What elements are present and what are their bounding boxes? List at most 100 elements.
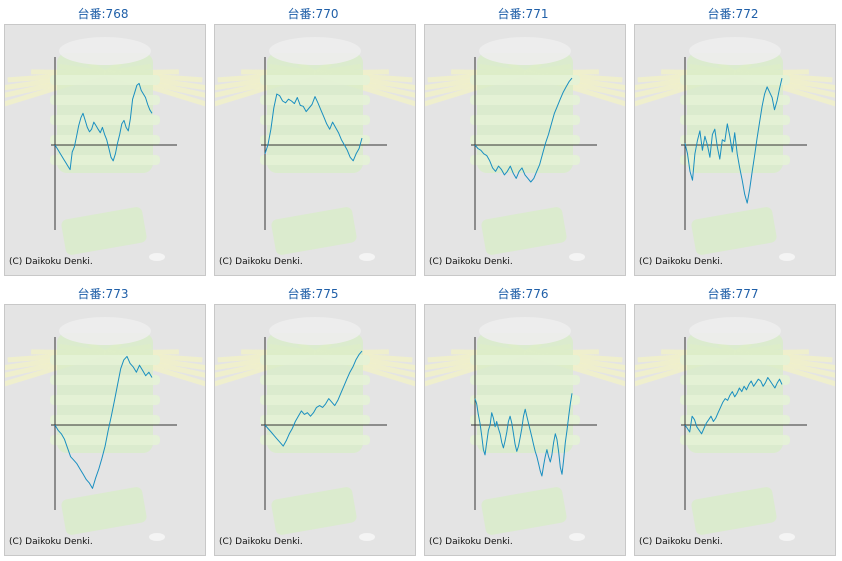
decor-band — [680, 135, 790, 145]
decor-band — [470, 155, 580, 165]
chart-panel: (C) Daikoku Denki. — [214, 304, 416, 556]
chart-cell: 台番:775 (C) Daikoku Denki. — [210, 280, 416, 556]
machine-number-title[interactable]: 台番:775 — [287, 287, 339, 301]
decor-band — [680, 395, 790, 405]
decor-band — [470, 95, 580, 105]
decor-band — [680, 375, 790, 385]
machine-number-title[interactable]: 台番:772 — [707, 7, 759, 21]
decor-band — [680, 435, 790, 445]
copyright-text: (C) Daikoku Denki. — [639, 537, 723, 547]
copyright-text: (C) Daikoku Denki. — [9, 257, 93, 267]
decor-band — [260, 355, 370, 365]
slump-line — [474, 393, 573, 477]
decor-band — [470, 355, 580, 365]
copyright-text: (C) Daikoku Denki. — [219, 257, 303, 267]
slump-line — [54, 355, 153, 489]
machine-number-title[interactable]: 台番:770 — [287, 7, 339, 21]
slump-line — [264, 350, 363, 447]
slump-graph — [635, 37, 835, 261]
decor-cap — [689, 317, 781, 345]
decor-band — [260, 135, 370, 145]
chart-cell: 台番:776 (C) Daikoku Denki. — [420, 280, 626, 556]
chart-cell: 台番:770 (C) Daikoku Denki. — [210, 0, 416, 276]
slump-line — [264, 93, 363, 162]
decor-band — [50, 395, 160, 405]
decor-tray — [481, 207, 567, 255]
background-machine-illustration — [635, 317, 835, 541]
decor-band — [470, 135, 580, 145]
decor-band — [260, 95, 370, 105]
decor-band — [260, 115, 370, 125]
background-machine-illustration — [425, 37, 625, 261]
slump-line — [54, 82, 153, 171]
background-machine-illustration — [635, 37, 835, 261]
decor-band — [680, 415, 790, 425]
decor-coin — [569, 253, 585, 261]
chart-panel: (C) Daikoku Denki. — [424, 24, 626, 276]
chart-cell: 台番:777 (C) Daikoku Denki. — [630, 280, 836, 556]
decor-band — [50, 75, 160, 85]
decor-band — [470, 115, 580, 125]
chart-cell: 台番:773 (C) Daikoku Denki. — [0, 280, 206, 556]
decor-band — [50, 155, 160, 165]
decor-band — [470, 435, 580, 445]
decor-tray — [61, 487, 147, 535]
decor-band — [260, 75, 370, 85]
decor-band — [680, 355, 790, 365]
decor-band — [260, 155, 370, 165]
slump-line — [474, 77, 573, 183]
decor-band — [260, 395, 370, 405]
decor-tray — [691, 487, 777, 535]
decor-coin — [359, 253, 375, 261]
decor-cap — [59, 37, 151, 65]
decor-band — [680, 75, 790, 85]
decor-band — [470, 415, 580, 425]
decor-band — [50, 415, 160, 425]
decor-tray — [691, 207, 777, 255]
background-machine-illustration — [215, 317, 415, 541]
decor-tray — [271, 487, 357, 535]
decor-band — [50, 95, 160, 105]
decor-tray — [481, 487, 567, 535]
chart-cell: 台番:771 (C) Daikoku Denki. — [420, 0, 626, 276]
decor-cap — [689, 37, 781, 65]
decor-cap — [479, 317, 571, 345]
copyright-text: (C) Daikoku Denki. — [429, 257, 513, 267]
background-machine-illustration — [425, 317, 625, 541]
machine-number-title[interactable]: 台番:776 — [497, 287, 549, 301]
decor-coin — [149, 533, 165, 541]
decor-band — [680, 115, 790, 125]
chart-panel: (C) Daikoku Denki. — [634, 24, 836, 276]
decor-band — [50, 355, 160, 365]
decor-band — [470, 75, 580, 85]
machine-number-title[interactable]: 台番:771 — [497, 7, 549, 21]
decor-coin — [149, 253, 165, 261]
chart-panel: (C) Daikoku Denki. — [4, 24, 206, 276]
decor-tray — [61, 207, 147, 255]
decor-coin — [359, 533, 375, 541]
copyright-text: (C) Daikoku Denki. — [639, 257, 723, 267]
slump-line — [684, 77, 783, 204]
decor-band — [260, 435, 370, 445]
machine-number-title[interactable]: 台番:773 — [77, 287, 129, 301]
decor-coin — [779, 533, 795, 541]
decor-band — [260, 375, 370, 385]
decor-coin — [779, 253, 795, 261]
chart-panel: (C) Daikoku Denki. — [4, 304, 206, 556]
chart-panel: (C) Daikoku Denki. — [214, 24, 416, 276]
decor-band — [50, 135, 160, 145]
machine-number-title[interactable]: 台番:768 — [77, 7, 129, 21]
slump-graph — [425, 37, 625, 261]
decor-band — [50, 375, 160, 385]
decor-cap — [59, 317, 151, 345]
decor-cap — [269, 37, 361, 65]
chart-panel: (C) Daikoku Denki. — [634, 304, 836, 556]
decor-band — [680, 155, 790, 165]
copyright-text: (C) Daikoku Denki. — [219, 537, 303, 547]
background-machine-illustration — [5, 37, 205, 261]
slump-graph — [215, 317, 415, 541]
machine-number-title[interactable]: 台番:777 — [707, 287, 759, 301]
chart-panel: (C) Daikoku Denki. — [424, 304, 626, 556]
copyright-text: (C) Daikoku Denki. — [9, 537, 93, 547]
